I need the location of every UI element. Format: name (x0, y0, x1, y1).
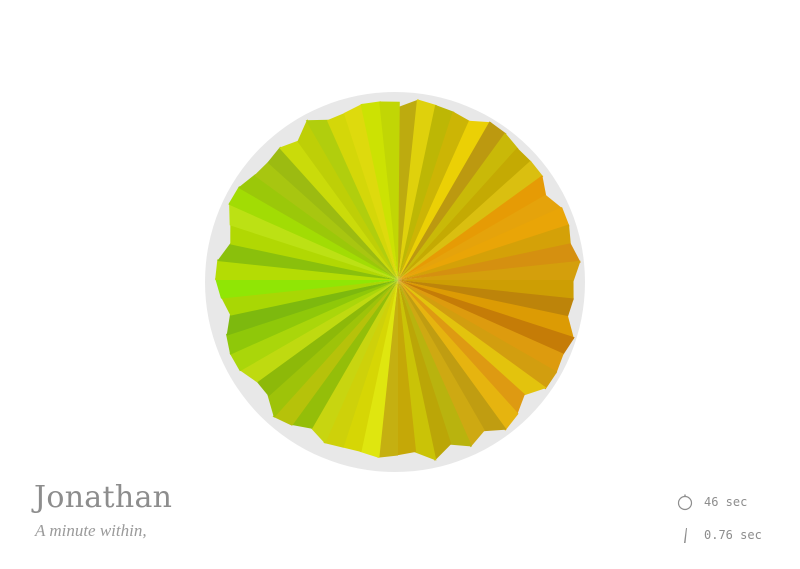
wedge (323, 280, 398, 448)
wedge (398, 175, 547, 280)
wedge (398, 280, 507, 432)
duration-stat: 46 sec (676, 493, 747, 511)
wedge (398, 160, 544, 280)
wedge (398, 194, 563, 280)
wedge (398, 243, 581, 280)
wedge (360, 101, 398, 280)
wedge (398, 280, 437, 461)
wedge (398, 260, 581, 282)
wedge (398, 111, 471, 281)
wedge (398, 280, 485, 448)
wedge-group (215, 99, 581, 461)
wedge (254, 161, 398, 280)
wedge (239, 280, 398, 383)
wedge (267, 280, 398, 418)
wedge (305, 119, 398, 280)
interval-stat: 0.76 sec (676, 526, 762, 544)
stopwatch-icon (676, 493, 694, 511)
interval-value: 0.76 sec (704, 528, 762, 542)
wedge (398, 104, 455, 281)
wedge (398, 280, 452, 461)
wedge (256, 280, 398, 397)
wedge (398, 147, 532, 280)
wedge (279, 140, 398, 280)
needle-icon (676, 526, 694, 544)
wedge (379, 101, 400, 280)
person-name: Jonathan (34, 480, 173, 515)
wedge (398, 224, 571, 280)
wedge (326, 112, 398, 280)
wedge (398, 280, 564, 374)
wedge (267, 146, 398, 280)
wedge (398, 280, 473, 447)
wedge (398, 280, 575, 356)
wedge (226, 280, 398, 336)
wedge (398, 280, 547, 396)
wedge (398, 280, 525, 415)
wedge (272, 280, 398, 426)
wedge (290, 280, 398, 429)
subtitle: A minute within, (35, 521, 147, 540)
wedge (226, 280, 398, 355)
wedge (343, 103, 398, 280)
wedge (215, 278, 398, 299)
wedge (238, 174, 398, 280)
wedge (228, 186, 398, 280)
wedge (220, 280, 398, 316)
wedge (310, 280, 398, 444)
wedge (396, 280, 417, 456)
wedge (398, 207, 570, 280)
wedge (398, 132, 519, 280)
duration-value: 46 sec (704, 495, 748, 509)
wedge (217, 242, 398, 280)
wedge (297, 119, 398, 280)
wedge (398, 280, 558, 390)
wedge (398, 121, 507, 281)
wedge (398, 280, 519, 431)
wedge (229, 280, 398, 372)
